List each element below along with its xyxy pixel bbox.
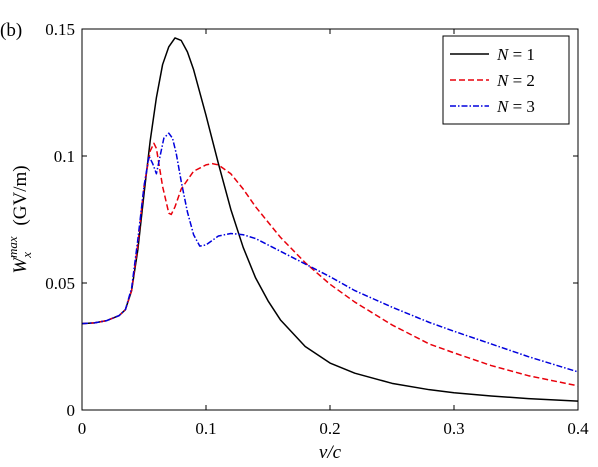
- x-axis-label-text: v/c: [319, 442, 342, 463]
- y-tick-label: 0.05: [45, 274, 75, 293]
- x-tick-label: 0.1: [195, 419, 216, 438]
- series-line-n3: [81, 132, 579, 373]
- tick-group: 0 0.1 0.2 0.3 0.4 0 0.05 0.1 0.15: [45, 20, 589, 438]
- y-label-unit: (GV/m): [10, 165, 31, 230]
- series-group: [81, 37, 579, 402]
- x-tick-label: 0: [78, 419, 87, 438]
- legend-label-value: = 2: [508, 71, 535, 90]
- x-tick-label: 0.3: [443, 419, 464, 438]
- y-label-sup: max: [5, 236, 20, 258]
- legend-label-n2: N = 2: [496, 71, 535, 90]
- legend-label-var: N: [496, 71, 510, 90]
- legend-label-n1: N = 1: [496, 45, 535, 64]
- legend-label-value: = 3: [508, 97, 535, 116]
- x-tick-label: 0.2: [319, 419, 340, 438]
- y-tick-label: 0.15: [45, 20, 75, 39]
- x-axis-label: v/c: [319, 442, 342, 463]
- y-tick-label: 0.1: [54, 147, 75, 166]
- legend-label-n3: N = 3: [496, 97, 535, 116]
- y-label-sub: x: [19, 252, 34, 259]
- y-label-main: W: [10, 256, 31, 274]
- y-tick-label: 0: [67, 401, 76, 420]
- legend-label-var: N: [496, 45, 510, 64]
- legend-label-var: N: [496, 97, 510, 116]
- legend: N = 1N = 2N = 3: [442, 35, 570, 125]
- panel-label: (b): [0, 20, 22, 41]
- x-tick-label: 0.4: [567, 419, 589, 438]
- y-axis-label: Wxmax (GV/m): [5, 165, 34, 273]
- series-line-n2: [81, 142, 579, 387]
- legend-label-value: = 1: [508, 45, 535, 64]
- y-axis-label-text: Wxmax (GV/m): [5, 165, 34, 273]
